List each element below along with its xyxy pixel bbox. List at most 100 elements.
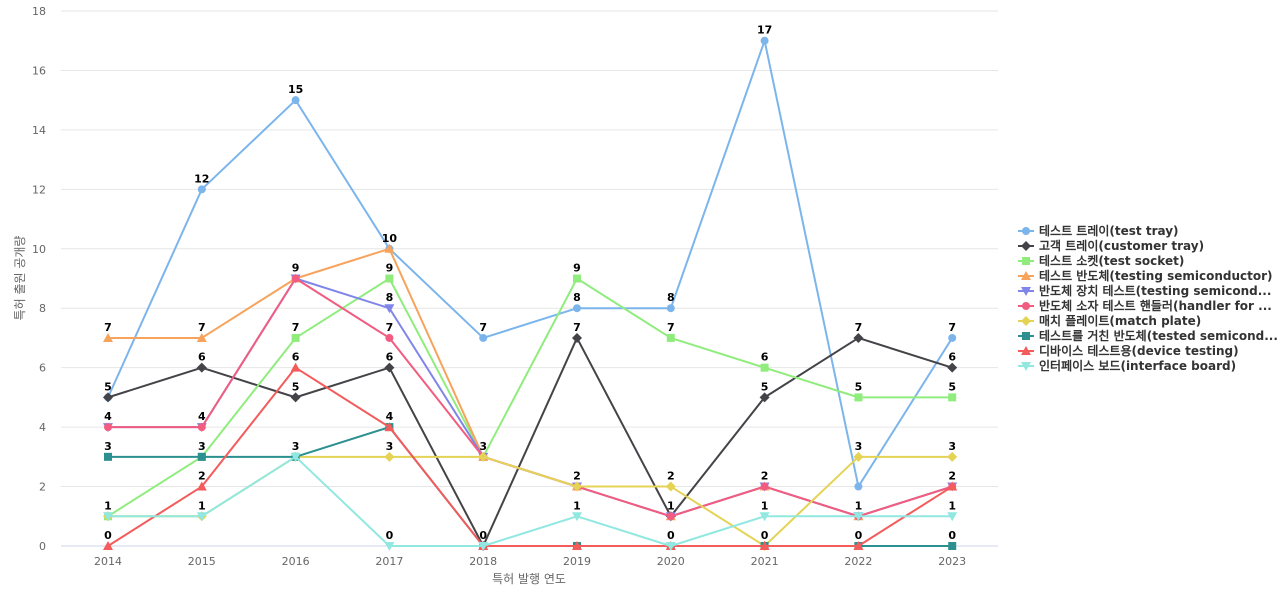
data-point[interactable] [760,482,769,491]
data-point[interactable] [853,332,864,343]
data-point[interactable] [666,512,675,521]
legend-item-4[interactable]: 테스트 반도체(testing semiconductor) [1018,268,1273,283]
data-point[interactable] [196,362,207,373]
legend[interactable]: 테스트 트레이(test tray)고객 트레이(customer tray)테… [1018,223,1278,373]
data-point[interactable] [384,362,395,373]
legend-marker[interactable] [1022,332,1030,340]
data-point[interactable] [197,423,206,432]
data-point[interactable] [384,243,395,253]
legend-marker[interactable] [1021,362,1031,371]
data-point[interactable] [948,333,957,342]
data-point[interactable] [290,452,301,462]
data-point[interactable] [759,392,770,403]
data-point[interactable] [385,333,394,342]
data-point[interactable] [572,481,582,492]
data-point[interactable] [103,392,113,403]
legend-item-1[interactable]: 테스트 트레이(test tray) [1018,223,1179,238]
data-point[interactable] [196,332,207,342]
data-point[interactable] [290,392,301,403]
data-point[interactable] [572,512,582,522]
data-label: 1 [573,499,581,512]
legend-item-10[interactable]: 인터페이스 보드(interface board) [1018,358,1236,373]
data-point[interactable] [760,363,769,372]
data-point[interactable] [384,542,395,551]
data-point[interactable] [572,332,582,343]
data-point[interactable] [854,482,863,491]
data-point[interactable] [384,304,395,314]
data-point[interactable] [478,542,489,551]
legend-item-9[interactable]: 디바이스 테스트용(device testing) [1018,343,1239,358]
series-line[interactable] [108,277,953,518]
series-line[interactable] [108,455,953,547]
data-point[interactable] [947,451,958,462]
data-point[interactable] [103,332,113,342]
series-line[interactable] [108,247,953,518]
data-point[interactable] [666,333,675,342]
data-point[interactable] [760,36,769,45]
legend-item-5[interactable]: 반도체 장치 테스트(testing semicond... [1018,283,1271,298]
legend-item-7[interactable]: 매치 플레이트(match plate) [1018,313,1201,328]
series-line[interactable] [107,277,953,518]
data-label: 9 [292,262,300,275]
legend-item-2[interactable]: 고객 트레이(customer tray) [1018,238,1204,253]
data-point[interactable] [948,393,957,402]
data-point[interactable] [853,451,864,462]
series-line[interactable] [108,455,953,547]
data-point[interactable] [947,481,958,491]
data-point[interactable] [853,541,864,550]
data-point[interactable] [196,512,207,522]
data-point[interactable] [759,512,770,522]
legend-marker[interactable] [1022,257,1030,265]
data-point[interactable] [853,512,864,522]
x-axis-title: 특허 발행 연도 [492,571,566,586]
data-point[interactable] [572,541,582,550]
data-point[interactable] [290,362,301,372]
data-point[interactable] [478,451,489,462]
data-label: 6 [386,351,394,364]
legend-marker[interactable] [1021,241,1031,251]
data-point[interactable] [104,423,112,432]
data-point[interactable] [947,512,958,522]
legend-item-6[interactable]: 반도체 소자 테스트 핸들러(handler for ... [1018,298,1272,313]
series-line[interactable] [107,336,953,547]
data-point[interactable] [291,96,300,105]
data-point[interactable] [384,422,395,432]
legend-marker[interactable] [1021,316,1031,326]
data-point[interactable] [384,451,395,462]
data-point[interactable] [573,274,581,283]
legend-marker[interactable] [1022,302,1030,310]
data-point[interactable] [665,542,676,551]
data-point[interactable] [947,362,958,373]
data-point[interactable] [759,541,770,550]
data-point[interactable] [103,541,113,550]
data-label: 5 [761,380,769,393]
data-point[interactable] [291,333,300,342]
legend-item-3[interactable]: 테스트 소켓(test socket) [1018,253,1184,268]
legend-marker[interactable] [1021,346,1031,355]
legend-marker[interactable] [1021,271,1031,280]
data-point[interactable] [197,185,206,194]
data-point[interactable] [854,393,863,402]
data-label: 7 [573,321,581,334]
data-point[interactable] [196,481,207,491]
legend-marker[interactable] [1021,287,1031,296]
data-point[interactable] [103,512,113,522]
data-point[interactable] [573,304,581,313]
data-point[interactable] [948,542,957,550]
data-point[interactable] [104,452,112,461]
data-point[interactable] [197,452,206,461]
data-label: 10 [382,232,398,245]
series-line[interactable] [108,277,953,518]
series-line[interactable] [107,366,953,547]
data-point[interactable] [291,274,300,283]
data-point[interactable] [385,274,394,283]
legend-item-8[interactable]: 테스트를 거친 반도체(tested semicond... [1018,328,1278,343]
data-point[interactable] [666,304,675,313]
data-label: 1 [948,499,956,512]
series-line[interactable] [107,39,954,488]
data-point[interactable] [665,481,676,492]
data-label: 0 [855,529,863,542]
data-point[interactable] [479,333,488,342]
legend-marker[interactable] [1022,227,1030,235]
